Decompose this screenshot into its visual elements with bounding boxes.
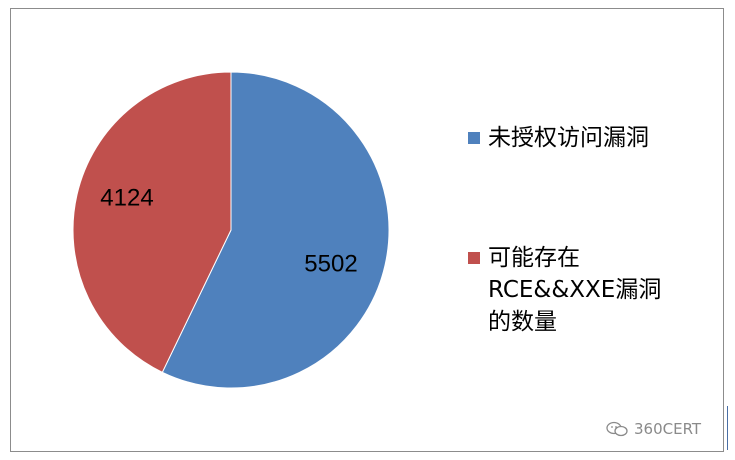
legend-label-unauthorized: 未授权访问漏洞 (488, 125, 649, 151)
legend-item-unauthorized: 未授权访问漏洞 (468, 122, 649, 154)
wechat-icon (606, 421, 628, 437)
watermark: 360CERT (606, 420, 701, 438)
legend-item-rce-xxe: 可能存在 RCE&&XXE漏洞 的数量 (468, 242, 661, 338)
legend-swatch-unauthorized (468, 132, 480, 144)
data-label-unauthorized: 5502 (304, 250, 357, 277)
legend-swatch-rce-xxe (468, 252, 480, 264)
watermark-text: 360CERT (634, 420, 702, 438)
legend-label-rce-xxe: 可能存在 RCE&&XXE漏洞 的数量 (488, 245, 662, 335)
edge-marker (727, 406, 728, 450)
pie-slice-unauthorized (161, 71, 390, 389)
data-label-rce-xxe: 4124 (100, 184, 153, 211)
pie-slice-rce-xxe (72, 71, 232, 373)
